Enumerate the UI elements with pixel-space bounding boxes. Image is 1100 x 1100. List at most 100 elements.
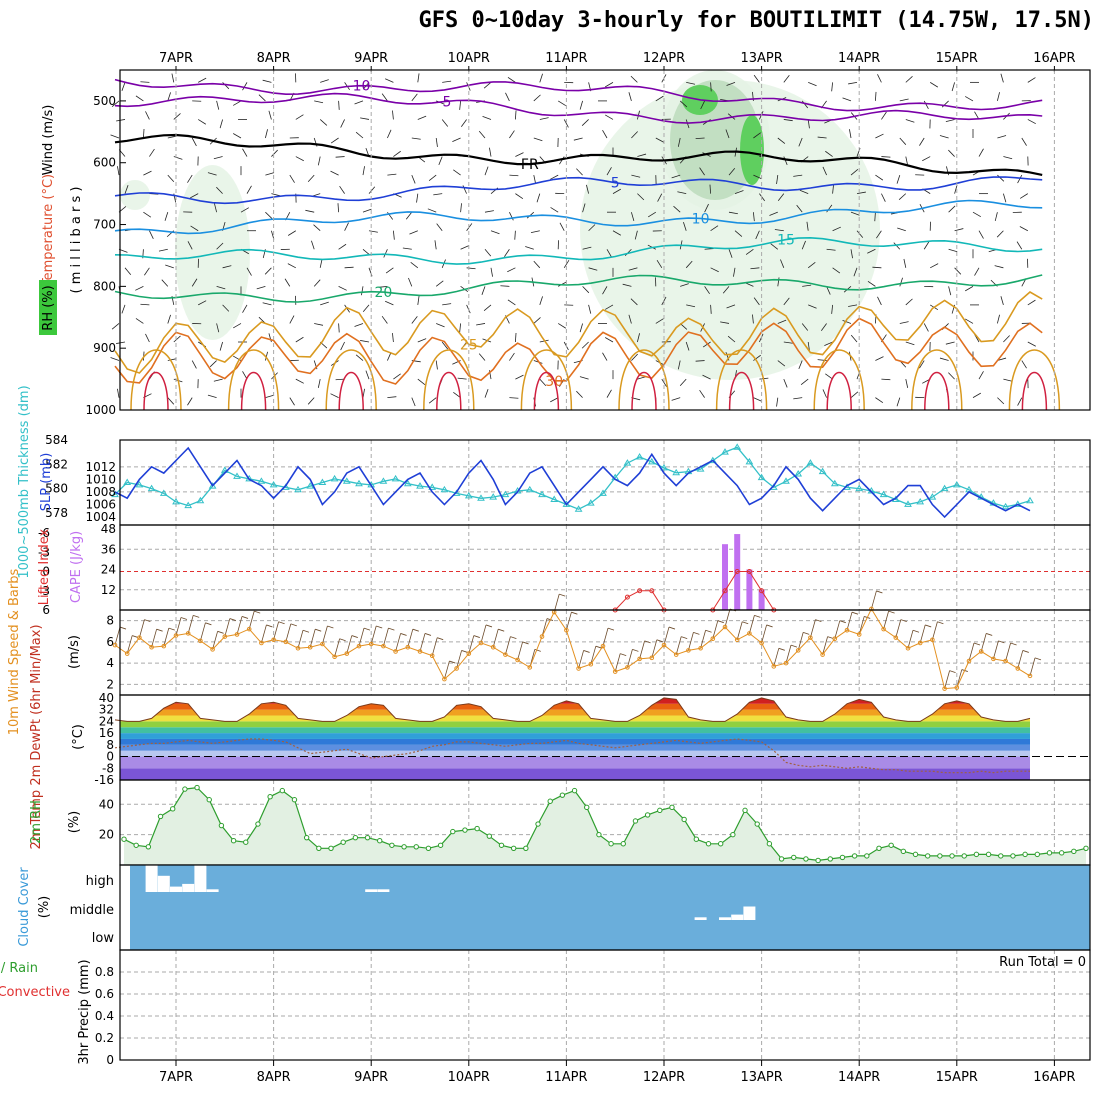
wind-speed-point (454, 666, 459, 671)
panel-frame (119, 609, 1091, 696)
hot-contour (143, 371, 169, 411)
wind-barb (874, 212, 876, 222)
wind-barb (314, 323, 324, 326)
wind-speed-point (649, 655, 655, 661)
wind-barb (381, 93, 388, 102)
wind-barb (734, 230, 743, 237)
wind-barb (481, 286, 486, 295)
warm-contour (130, 349, 182, 411)
wind-speed-point (405, 644, 411, 650)
wind-barb (753, 212, 755, 222)
wind-barb (370, 625, 377, 645)
wind-barb (539, 378, 547, 387)
wind-barb (307, 397, 315, 405)
wind-speed-line (114, 607, 1031, 690)
wind-barb (602, 286, 608, 295)
ylabel-total-rain: Total / Rain (0, 961, 38, 976)
wind-speed-point (991, 656, 996, 662)
wind-barb (848, 304, 858, 307)
wind-barb (140, 303, 150, 306)
wind-barb (335, 156, 345, 158)
wind-barb (783, 378, 788, 388)
wind-barb (193, 614, 200, 618)
wind-barb (929, 82, 939, 88)
lifted-index-point (649, 588, 655, 594)
wind-barb (631, 174, 641, 178)
wind-barb (271, 149, 278, 157)
rh-point (949, 853, 955, 859)
wind-barb (965, 96, 974, 102)
wind-barb (677, 360, 681, 370)
wind-barb (490, 267, 493, 277)
thickness-point (538, 490, 546, 498)
wind-barb (190, 193, 199, 199)
wind-barb (661, 378, 667, 387)
wind-barb (143, 211, 152, 218)
rh-point (230, 838, 237, 844)
wind-barb (898, 193, 907, 200)
tick-label: 40 (99, 691, 114, 705)
wind-barb (509, 174, 519, 177)
tick-label: 1000 (85, 403, 116, 417)
wind-barb (435, 137, 438, 147)
wind-barb (216, 186, 223, 194)
wind-barb (807, 119, 810, 129)
wind-barb (993, 640, 999, 659)
wind-barb (484, 389, 489, 398)
wind-speed-point (466, 651, 472, 656)
wind-barb (695, 137, 705, 140)
wind-barb (483, 304, 492, 312)
wind-barb (897, 227, 906, 232)
temp-contour (114, 176, 1043, 205)
wind-barb (583, 650, 590, 653)
wind-barb (968, 642, 975, 662)
thickness-point (416, 482, 424, 489)
wind-barb (939, 357, 949, 361)
wind-speed-point (161, 643, 167, 649)
wind-barb (602, 628, 609, 647)
wind-barb (334, 638, 340, 657)
wind-barb (733, 267, 736, 277)
wind-barb (489, 147, 492, 157)
thickness-point (623, 459, 632, 466)
wind-barb (400, 633, 407, 636)
cloud-layer-label: high (86, 874, 114, 889)
wind-barb (850, 168, 859, 176)
rh-point (279, 787, 286, 794)
wind-barb (972, 211, 981, 218)
wind-barb (121, 82, 126, 91)
rh-point (401, 844, 407, 850)
ylabel-lifted-index: Lifted Index (37, 528, 52, 605)
rh-point (425, 845, 432, 852)
wind-speed-point (795, 648, 801, 653)
wind-barb (383, 249, 388, 258)
wind-barb (212, 631, 218, 650)
wind-barb (793, 397, 803, 400)
wind-barb (381, 315, 388, 324)
wind-speed-point (881, 626, 886, 632)
wind-barb (1034, 657, 1042, 661)
thickness-point (782, 477, 790, 484)
wind-barb (742, 621, 749, 625)
wind-barb (135, 318, 144, 324)
panel-frame (119, 69, 1091, 411)
wind-barb (327, 625, 334, 629)
lifted-index-line (614, 590, 665, 611)
wind-barb (876, 590, 883, 594)
rh-point (620, 841, 626, 847)
wind-barb (651, 639, 658, 658)
wind-barb (620, 653, 627, 657)
thickness-point (196, 496, 205, 504)
temp-contour (114, 199, 1043, 235)
wind-barb (1027, 119, 1036, 125)
wind-speed-point (612, 669, 618, 674)
hot-contour (826, 371, 852, 411)
wind-barb (534, 648, 541, 652)
wind-barb (704, 286, 710, 295)
tick-label-left: 578 (45, 506, 68, 520)
rh-point (596, 831, 602, 838)
wind-barb (661, 296, 667, 306)
wind-barb (387, 129, 392, 139)
thickness-point (525, 485, 534, 493)
